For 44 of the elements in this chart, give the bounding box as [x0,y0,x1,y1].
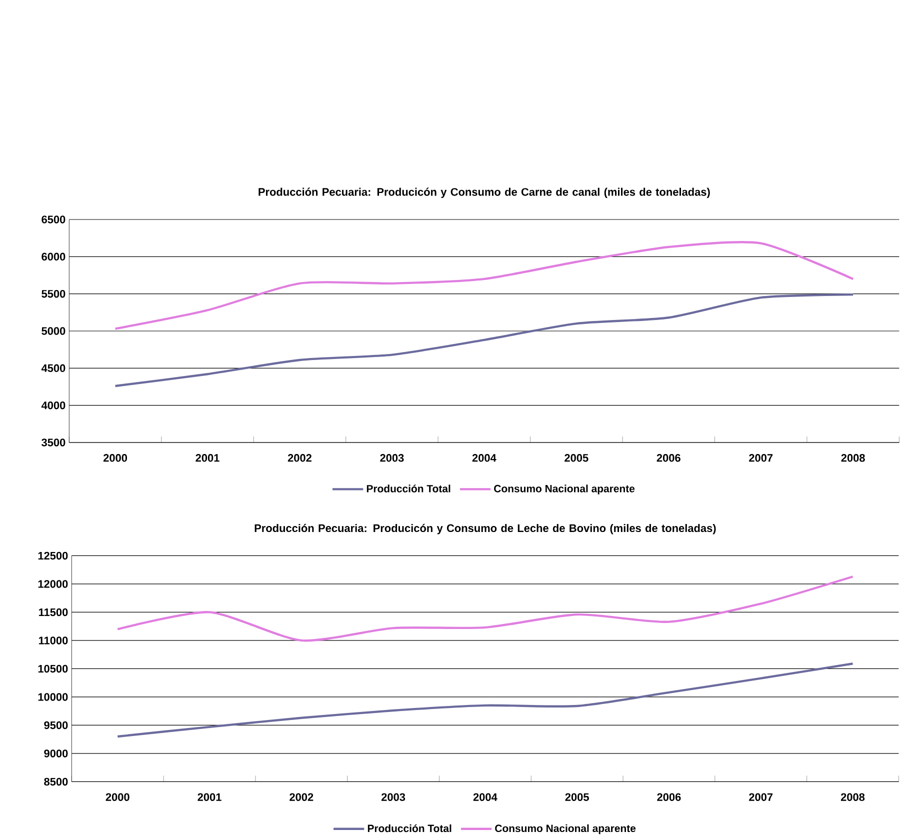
y-tick-label: 3500 [42,438,66,446]
line-series [114,240,854,330]
x-tick-label: 2004 [473,793,498,801]
y-tick-label: 11500 [38,608,68,616]
x-tick-label: 2006 [656,454,680,462]
y-tick-label: 11000 [38,636,68,644]
y-tick-label: 8500 [44,778,68,786]
x-tick-label: 2004 [472,454,496,462]
x-tick-label: 2005 [565,793,589,801]
chart-title: Producción Pecuaria: Producicón y Consumo de Leche de Bovino (miles de toneladas) [254,524,716,534]
y-tick-label: 12000 [38,580,68,588]
x-tick-label: 2002 [290,793,314,801]
y-tick-label: 6000 [42,252,66,260]
x-tick-label: 2000 [106,793,130,801]
line-series [114,293,854,387]
x-tick-label: 2008 [841,454,865,462]
x-tick-label: 2007 [749,454,773,462]
x-tick-label: 2007 [749,793,773,801]
x-tick-label: 2006 [657,793,681,801]
x-tick-label: 2003 [381,793,406,801]
line-series [116,662,854,738]
legend-label: Producción Total [366,484,450,492]
y-tick-label: 10000 [38,692,68,701]
legend-label: Producción Total [368,824,452,832]
x-tick-label: 2005 [564,454,588,462]
line-series [116,575,854,642]
y-tick-label: 4000 [41,401,66,409]
x-tick-label: 2008 [840,793,865,801]
x-tick-label: 2003 [380,454,404,462]
chart-title: Producción Pecuaria: Producicón y Consumo de Carne de canal (miles de toneladas) [258,187,710,198]
y-tick-label: 9500 [44,721,68,729]
y-tick-label: 9000 [44,749,68,758]
y-tick-label: 4500 [41,364,66,372]
legend-label: Consumo Nacional aparente [495,824,636,834]
x-tick-label: 2002 [288,454,312,462]
legend-label: Consumo Nacional aparente [494,484,635,494]
y-tick-label: 5000 [42,326,66,335]
y-tick-label: 12500 [38,552,68,560]
y-tick-label: 6500 [42,215,66,224]
y-tick-label: 10500 [38,664,68,672]
x-tick-label: 2001 [198,793,222,801]
x-tick-label: 2001 [196,454,220,462]
x-tick-label: 2000 [103,454,128,462]
y-tick-label: 5500 [42,290,66,298]
